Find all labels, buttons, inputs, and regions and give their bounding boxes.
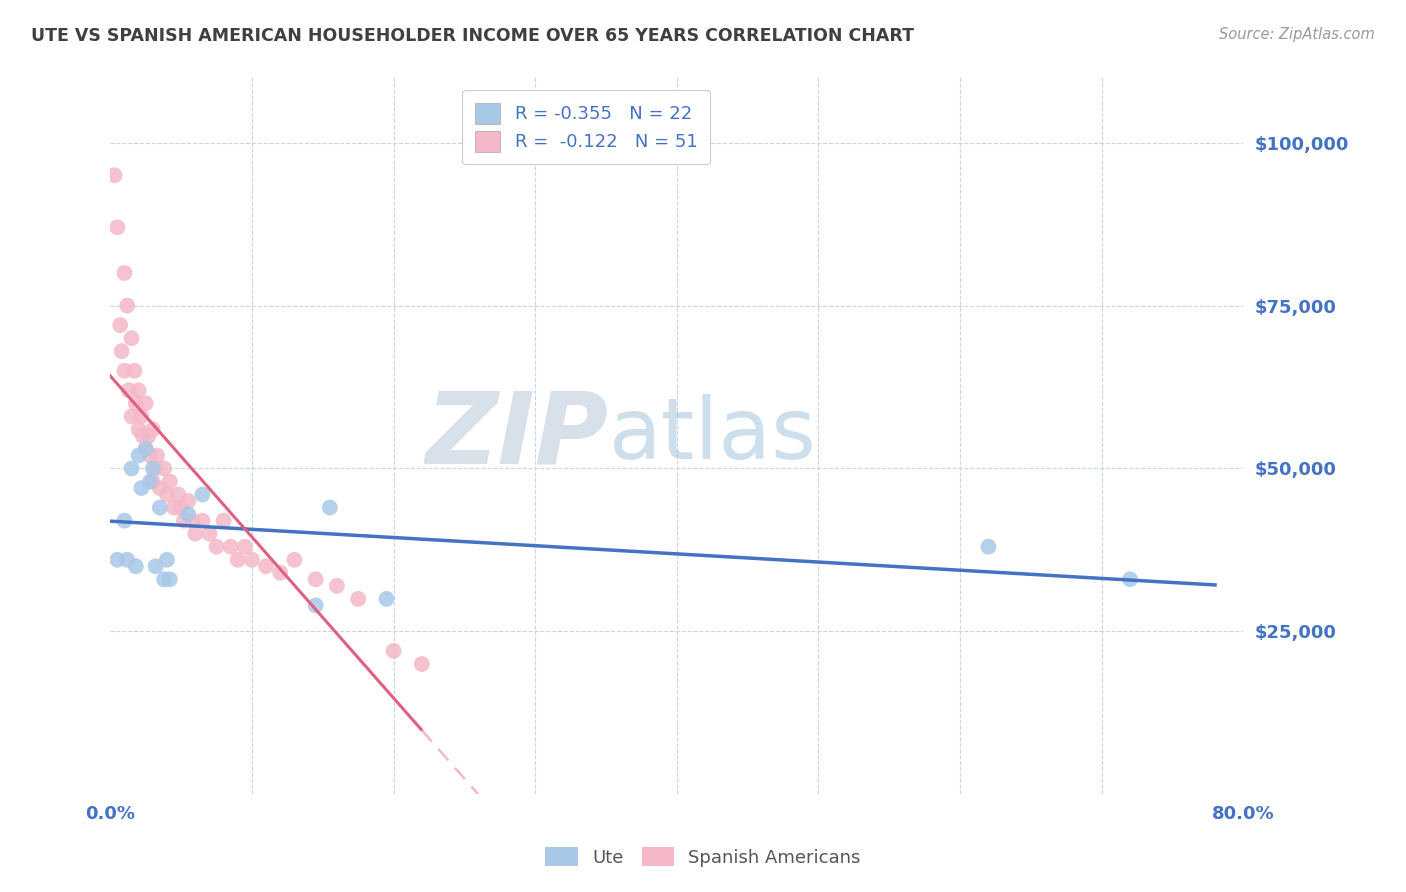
Point — [139, 475, 162, 489]
Point — [159, 572, 181, 586]
Point — [173, 514, 195, 528]
Point — [240, 553, 263, 567]
Point — [181, 514, 204, 528]
Point — [326, 579, 349, 593]
Point — [305, 572, 328, 586]
Point — [149, 481, 172, 495]
Point — [156, 553, 179, 567]
Legend: R = -0.355   N = 22, R =  -0.122   N = 51: R = -0.355 N = 22, R = -0.122 N = 51 — [463, 90, 710, 164]
Point — [159, 475, 181, 489]
Point — [254, 559, 277, 574]
Text: ZIP: ZIP — [426, 387, 609, 484]
Point — [111, 344, 134, 359]
Point — [121, 409, 143, 424]
Point — [124, 364, 146, 378]
Point — [283, 553, 305, 567]
Point — [135, 442, 157, 456]
Point — [125, 396, 148, 410]
Point — [132, 429, 155, 443]
Point — [105, 220, 128, 235]
Point — [121, 331, 143, 345]
Point — [128, 449, 150, 463]
Point — [138, 429, 160, 443]
Point — [139, 449, 162, 463]
Point — [167, 487, 190, 501]
Point — [135, 442, 157, 456]
Point — [142, 475, 165, 489]
Point — [125, 559, 148, 574]
Point — [117, 553, 139, 567]
Point — [153, 461, 176, 475]
Legend: Ute, Spanish Americans: Ute, Spanish Americans — [538, 840, 868, 874]
Text: atlas: atlas — [609, 394, 817, 477]
Point — [128, 422, 150, 436]
Point — [146, 449, 169, 463]
Point — [142, 461, 165, 475]
Point — [269, 566, 291, 580]
Point — [131, 409, 153, 424]
Point — [205, 540, 228, 554]
Point — [375, 591, 398, 606]
Point — [184, 526, 207, 541]
Point — [128, 384, 150, 398]
Point — [212, 514, 235, 528]
Point — [411, 657, 433, 671]
Point — [149, 500, 172, 515]
Point — [131, 481, 153, 495]
Point — [114, 266, 136, 280]
Point — [319, 500, 342, 515]
Point — [226, 553, 249, 567]
Point — [114, 514, 136, 528]
Point — [198, 526, 221, 541]
Point — [153, 572, 176, 586]
Point — [177, 494, 200, 508]
Point — [145, 559, 167, 574]
Point — [121, 461, 143, 475]
Point — [233, 540, 256, 554]
Point — [145, 461, 167, 475]
Point — [170, 500, 193, 515]
Point — [114, 364, 136, 378]
Text: UTE VS SPANISH AMERICAN HOUSEHOLDER INCOME OVER 65 YEARS CORRELATION CHART: UTE VS SPANISH AMERICAN HOUSEHOLDER INCO… — [31, 27, 914, 45]
Point — [135, 396, 157, 410]
Point — [110, 318, 132, 332]
Point — [105, 553, 128, 567]
Point — [103, 168, 125, 182]
Point — [156, 487, 179, 501]
Point — [382, 644, 405, 658]
Point — [191, 487, 214, 501]
Point — [1119, 572, 1142, 586]
Point — [117, 299, 139, 313]
Point — [305, 599, 328, 613]
Point — [219, 540, 242, 554]
Point — [977, 540, 1000, 554]
Point — [142, 422, 165, 436]
Point — [163, 500, 186, 515]
Point — [191, 514, 214, 528]
Point — [177, 507, 200, 521]
Point — [118, 384, 141, 398]
Point — [347, 591, 370, 606]
Text: Source: ZipAtlas.com: Source: ZipAtlas.com — [1219, 27, 1375, 42]
